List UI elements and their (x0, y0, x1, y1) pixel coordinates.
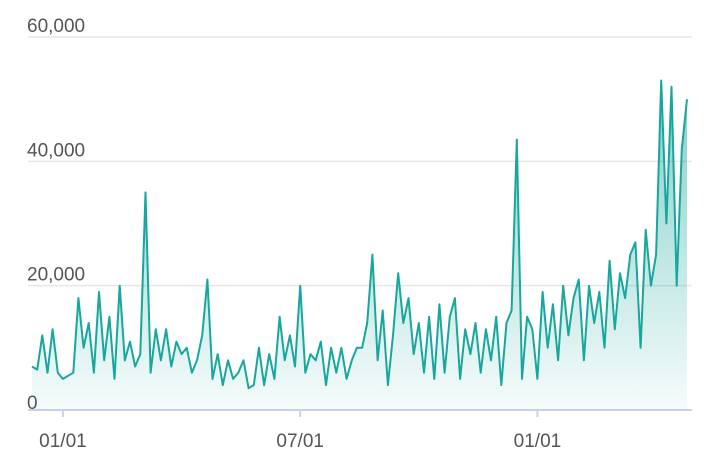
y-tick-label: 20,000 (27, 265, 85, 286)
x-tick-label: 01/01 (39, 431, 87, 452)
line (31, 79, 688, 390)
area (32, 80, 687, 410)
x-tick-label: 07/01 (276, 431, 324, 452)
y-tick-label: 60,000 (27, 16, 85, 37)
x-tick-label: 01/01 (514, 431, 562, 452)
y-tick-label: 40,000 (27, 140, 85, 161)
